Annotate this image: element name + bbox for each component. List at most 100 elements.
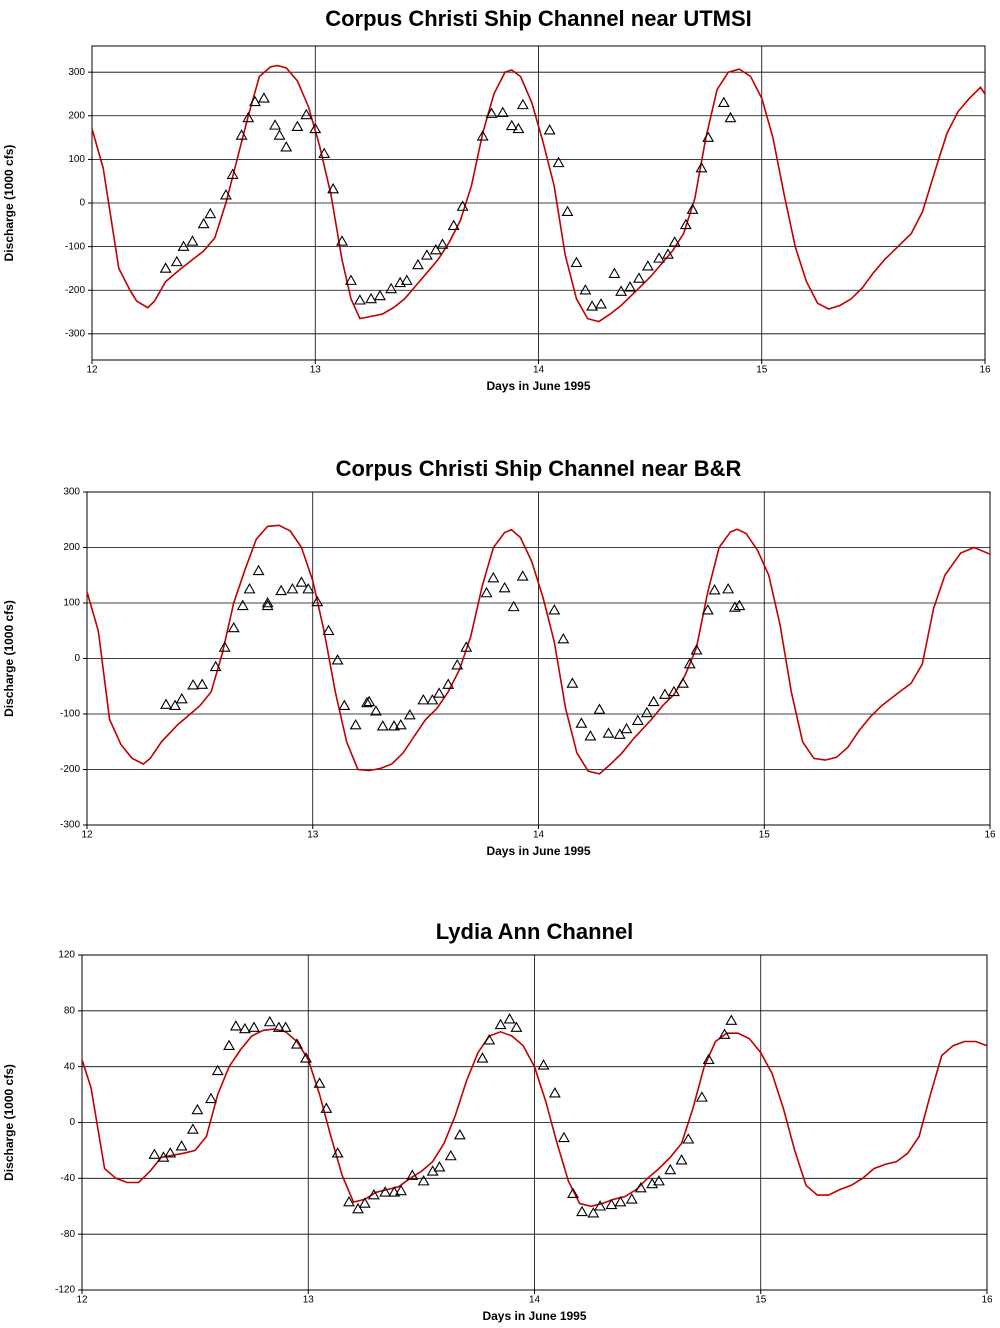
observation-marker bbox=[370, 705, 382, 716]
observation-marker bbox=[252, 564, 265, 576]
observation-marker bbox=[567, 1187, 579, 1198]
observation-marker bbox=[668, 236, 681, 247]
observation-marker bbox=[690, 644, 703, 655]
y-tick-label: -100 bbox=[65, 241, 85, 252]
observation-marker bbox=[227, 621, 240, 633]
x-tick-label: 15 bbox=[756, 365, 768, 376]
observation-marker bbox=[338, 699, 351, 710]
observation-marker bbox=[451, 659, 464, 670]
observation-marker bbox=[702, 1053, 715, 1064]
x-tick-label: 13 bbox=[310, 365, 322, 376]
observation-marker bbox=[403, 709, 416, 720]
observation-marker bbox=[187, 679, 200, 690]
y-tick-label: 120 bbox=[58, 950, 75, 961]
x-tick-label: 14 bbox=[529, 1295, 541, 1306]
observation-marker bbox=[587, 1207, 600, 1218]
observation-marker bbox=[510, 1021, 523, 1032]
observation-marker bbox=[248, 1021, 260, 1032]
observation-marker bbox=[614, 1195, 627, 1207]
observation-marker bbox=[605, 1198, 618, 1210]
observation-marker bbox=[279, 1021, 292, 1032]
y-tick-label: -120 bbox=[55, 1285, 75, 1296]
observation-marker bbox=[388, 720, 400, 731]
observation-marker bbox=[662, 248, 674, 259]
observation-marker bbox=[223, 1039, 236, 1051]
observation-marker bbox=[367, 1188, 380, 1200]
observation-marker bbox=[302, 583, 315, 594]
observation-marker bbox=[537, 1059, 550, 1070]
observation-marker bbox=[453, 1128, 466, 1140]
observation-marker bbox=[496, 106, 509, 118]
observation-marker bbox=[722, 583, 735, 594]
y-tick-label: 0 bbox=[69, 1117, 75, 1128]
y-tick-label: 100 bbox=[63, 598, 80, 609]
observation-marker bbox=[679, 218, 692, 230]
observation-marker bbox=[641, 260, 654, 271]
observation-marker bbox=[272, 1021, 285, 1032]
observation-marker bbox=[197, 217, 210, 229]
observation-marker bbox=[640, 706, 653, 718]
y-tick-label: 200 bbox=[63, 542, 80, 553]
observation-marker bbox=[376, 720, 389, 731]
observation-marker bbox=[695, 1091, 708, 1102]
observation-marker bbox=[426, 694, 439, 705]
observation-marker bbox=[186, 235, 199, 246]
observation-marker bbox=[286, 583, 299, 594]
observation-marker bbox=[290, 1038, 303, 1049]
y-tick-label: -300 bbox=[65, 328, 85, 339]
observation-marker bbox=[388, 1186, 401, 1197]
observation-marker bbox=[175, 692, 188, 704]
observation-marker bbox=[686, 203, 699, 214]
observation-marker bbox=[394, 718, 407, 730]
y-tick-label: -200 bbox=[65, 285, 85, 296]
observation-marker bbox=[209, 660, 222, 672]
observation-marker bbox=[579, 284, 592, 295]
y-tick-label: 200 bbox=[68, 110, 85, 121]
observation-marker bbox=[433, 1161, 446, 1172]
observation-marker bbox=[631, 714, 644, 725]
observation-marker bbox=[331, 654, 344, 665]
y-tick-label: 0 bbox=[74, 653, 80, 664]
observation-marker bbox=[365, 292, 378, 304]
observation-marker bbox=[220, 189, 232, 200]
observation-marker bbox=[349, 718, 362, 730]
observation-marker bbox=[275, 584, 288, 596]
y-axis-label: Discharge (1000 cfs) bbox=[2, 145, 16, 262]
observation-marker bbox=[647, 695, 660, 707]
observation-marker bbox=[442, 678, 455, 689]
observation-marker bbox=[444, 1149, 457, 1161]
observation-marker bbox=[668, 685, 680, 697]
observation-marker bbox=[613, 728, 626, 739]
observation-marker bbox=[311, 595, 324, 607]
observation-marker bbox=[480, 586, 493, 598]
observation-marker bbox=[186, 1123, 199, 1134]
observation-marker bbox=[724, 111, 737, 123]
observation-marker bbox=[702, 131, 715, 142]
observation-marker bbox=[624, 281, 636, 292]
observation-marker bbox=[406, 1169, 419, 1180]
observation-marker bbox=[652, 1175, 665, 1186]
observation-marker bbox=[411, 258, 424, 270]
observation-marker bbox=[322, 624, 335, 636]
observation-marker bbox=[318, 147, 331, 159]
observation-marker bbox=[343, 1195, 355, 1207]
observation-marker bbox=[243, 583, 256, 594]
x-tick-label: 16 bbox=[984, 830, 996, 841]
observation-marker bbox=[429, 243, 442, 255]
model-line bbox=[81, 1028, 988, 1208]
observation-marker bbox=[447, 219, 460, 230]
y-tick-label: 100 bbox=[68, 154, 85, 165]
x-tick-label: 13 bbox=[303, 1295, 315, 1306]
y-tick-label: 300 bbox=[63, 487, 80, 498]
observation-marker bbox=[263, 1015, 276, 1027]
observation-marker bbox=[552, 156, 565, 168]
y-tick-label: -200 bbox=[60, 764, 80, 775]
x-tick-label: 12 bbox=[81, 830, 93, 841]
observation-marker bbox=[353, 294, 366, 305]
observation-marker bbox=[494, 1018, 507, 1030]
observation-marker bbox=[261, 599, 274, 611]
observation-marker bbox=[395, 1184, 407, 1196]
chart-title: Corpus Christi Ship Channel near B&R bbox=[336, 456, 742, 481]
chart-title: Corpus Christi Ship Channel near UTMSI bbox=[325, 6, 752, 31]
y-axis-label: Discharge (1000 cfs) bbox=[2, 1064, 16, 1181]
